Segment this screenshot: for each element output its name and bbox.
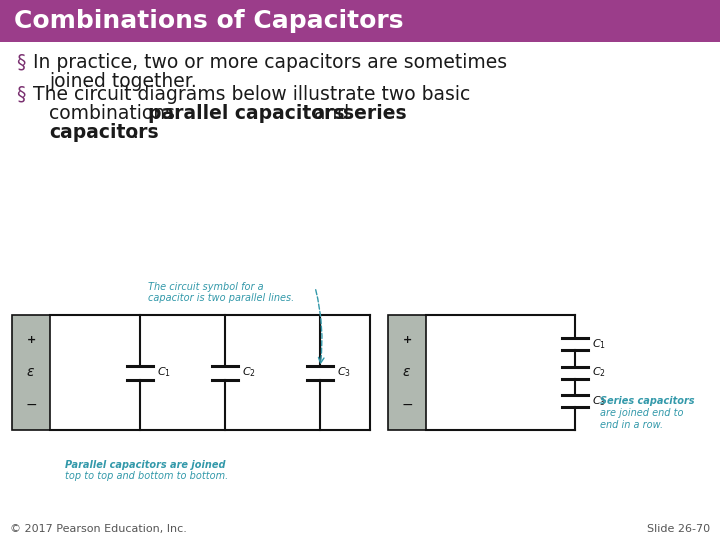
Text: Series capacitors: Series capacitors	[600, 396, 695, 406]
Text: The circuit symbol for a: The circuit symbol for a	[148, 282, 264, 292]
Text: $\varepsilon$: $\varepsilon$	[27, 366, 35, 380]
Text: Slide 26-70: Slide 26-70	[647, 524, 710, 534]
Text: Parallel capacitors are joined: Parallel capacitors are joined	[65, 460, 225, 470]
Text: $C_1$: $C_1$	[592, 337, 606, 350]
Text: end in a row.: end in a row.	[600, 420, 663, 430]
Text: capacitors: capacitors	[49, 123, 158, 142]
Text: §: §	[16, 53, 25, 72]
Text: In practice, two or more capacitors are sometimes: In practice, two or more capacitors are …	[33, 53, 507, 72]
Text: −: −	[401, 397, 413, 411]
Bar	[388, 315, 426, 430]
Text: §: §	[16, 85, 25, 104]
Text: © 2017 Pearson Education, Inc.: © 2017 Pearson Education, Inc.	[10, 524, 187, 534]
Text: are joined end to: are joined end to	[600, 408, 683, 418]
Text: parallel capacitors: parallel capacitors	[148, 104, 345, 123]
Text: $C_1$: $C_1$	[157, 366, 171, 380]
Text: and: and	[308, 104, 355, 123]
Text: Combinations of Capacitors: Combinations of Capacitors	[14, 9, 403, 33]
Text: combinations:: combinations:	[49, 104, 187, 123]
Text: top to top and bottom to bottom.: top to top and bottom to bottom.	[65, 471, 228, 481]
Text: $\varepsilon$: $\varepsilon$	[402, 366, 412, 380]
Text: $C_2$: $C_2$	[242, 366, 256, 380]
Text: $C_3$: $C_3$	[337, 366, 351, 380]
Bar	[12, 315, 50, 430]
Text: −: −	[25, 397, 37, 411]
Text: +: +	[402, 335, 412, 345]
Text: series: series	[343, 104, 407, 123]
Text: capacitor is two parallel lines.: capacitor is two parallel lines.	[148, 293, 294, 303]
Text: The circuit diagrams below illustrate two basic: The circuit diagrams below illustrate tw…	[33, 85, 470, 104]
Text: joined together.: joined together.	[49, 72, 197, 91]
Text: +: +	[27, 335, 35, 345]
Bar	[0, 0, 720, 42]
Text: $C_3$: $C_3$	[592, 394, 606, 408]
Text: .: .	[133, 123, 139, 142]
Text: $C_2$: $C_2$	[592, 366, 606, 380]
